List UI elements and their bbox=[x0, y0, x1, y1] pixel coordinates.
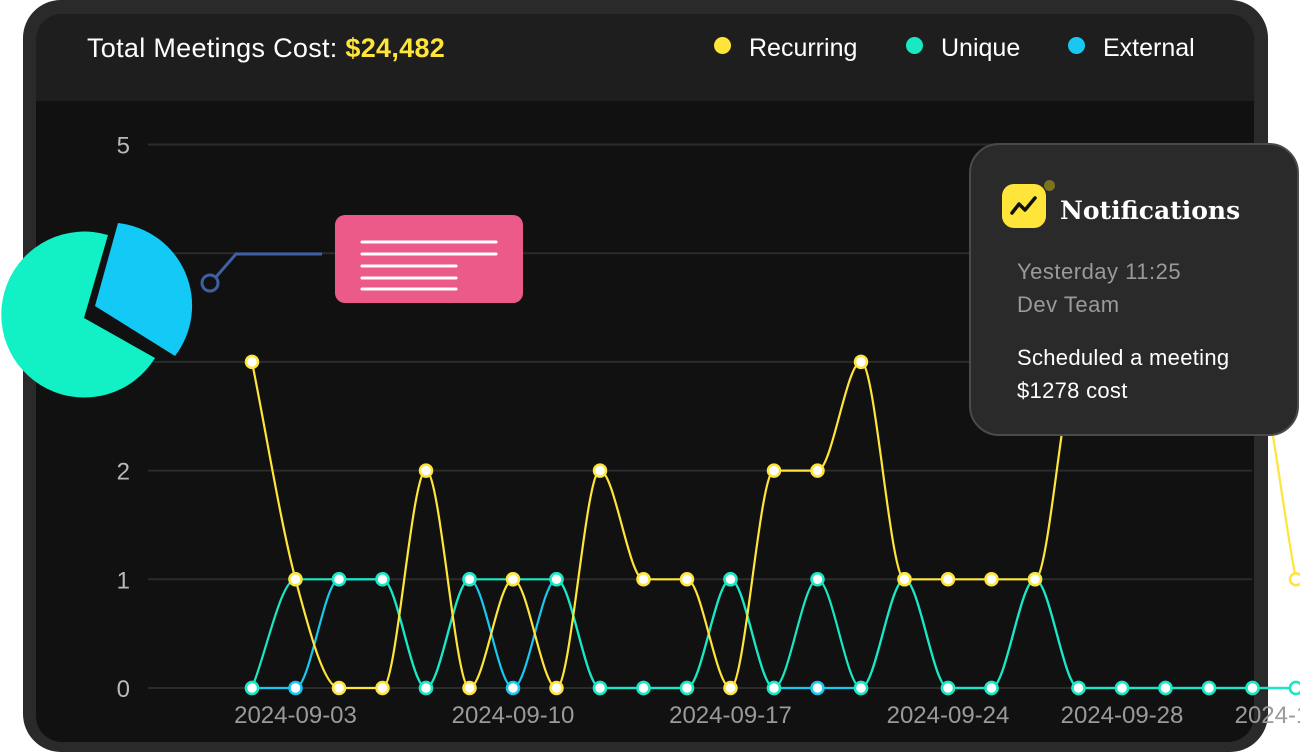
legend-label: Recurring bbox=[749, 34, 858, 62]
connector-line bbox=[214, 252, 322, 278]
notification-card[interactable]: Notifications Yesterday 11:25 Dev Team S… bbox=[969, 143, 1299, 436]
legend-label: Unique bbox=[941, 34, 1021, 62]
data-point-unique bbox=[679, 680, 695, 696]
data-point-recurring bbox=[679, 572, 695, 587]
data-point-external bbox=[288, 680, 303, 696]
legend-item-external[interactable]: External bbox=[1068, 34, 1195, 63]
trend-line-icon bbox=[1002, 184, 1046, 228]
legend-item-unique[interactable]: Unique bbox=[906, 34, 1020, 63]
legend-label: External bbox=[1103, 34, 1195, 62]
legend-dot-icon bbox=[1068, 37, 1085, 54]
data-point-recurring bbox=[723, 680, 738, 696]
decor-text-card bbox=[335, 215, 523, 303]
data-point-recurring bbox=[897, 572, 912, 587]
data-point-recurring bbox=[1288, 572, 1300, 587]
legend-dot-icon bbox=[906, 37, 923, 54]
header-bar: Total Meetings Cost: $24,482 Recurring U… bbox=[36, 14, 1254, 101]
x-tick-label: 2024-09-28 bbox=[1061, 702, 1184, 729]
data-point-recurring bbox=[766, 463, 782, 478]
notification-team: Dev Team bbox=[1017, 292, 1120, 317]
notification-message: Scheduled a meeting bbox=[1017, 345, 1230, 370]
unread-badge-icon bbox=[1044, 180, 1055, 191]
pie-slice-large bbox=[1, 231, 156, 398]
data-point-unique bbox=[549, 572, 564, 587]
y-tick-label: 2 bbox=[117, 459, 130, 486]
data-point-unique bbox=[984, 680, 999, 696]
data-point-recurring bbox=[984, 572, 999, 587]
y-tick-label: 5 bbox=[117, 133, 130, 160]
data-point-unique bbox=[940, 680, 956, 696]
legend-dot-icon bbox=[714, 37, 731, 54]
data-point-unique bbox=[462, 572, 477, 587]
data-point-unique bbox=[636, 680, 651, 696]
notification-time: Yesterday 11:25 bbox=[1017, 259, 1182, 284]
data-point-recurring bbox=[549, 680, 564, 696]
data-point-recurring bbox=[940, 572, 956, 587]
data-point-recurring bbox=[853, 354, 869, 370]
notification-cost: $1278 cost bbox=[1017, 378, 1128, 403]
total-cost-label: Total Meetings Cost: bbox=[87, 33, 338, 63]
data-point-unique bbox=[1201, 680, 1217, 696]
data-point-unique bbox=[1288, 680, 1300, 696]
data-point-unique bbox=[810, 572, 825, 587]
data-point-external bbox=[810, 680, 825, 696]
data-point-unique bbox=[375, 572, 390, 587]
data-point-external bbox=[505, 680, 521, 696]
legend-item-recurring[interactable]: Recurring bbox=[714, 34, 857, 63]
data-point-recurring bbox=[375, 680, 390, 696]
data-point-unique bbox=[853, 680, 869, 696]
y-tick-label: 1 bbox=[117, 567, 130, 594]
connector-node-icon bbox=[200, 273, 220, 293]
decor-text-lines bbox=[360, 240, 498, 291]
y-tick-label: 0 bbox=[117, 676, 130, 703]
data-point-unique bbox=[244, 680, 260, 696]
data-point-recurring bbox=[418, 463, 434, 478]
data-point-unique bbox=[418, 680, 434, 696]
x-tick-label: 2024-09-24 bbox=[887, 702, 1010, 729]
data-point-unique bbox=[592, 680, 608, 696]
data-point-unique bbox=[766, 680, 782, 696]
data-point-recurring bbox=[331, 680, 347, 696]
data-point-unique bbox=[331, 572, 347, 587]
data-point-unique bbox=[1071, 680, 1086, 696]
data-point-recurring bbox=[636, 572, 651, 587]
data-point-recurring bbox=[1027, 572, 1043, 587]
data-point-recurring bbox=[462, 680, 477, 696]
total-cost: Total Meetings Cost: $24,482 bbox=[87, 33, 445, 64]
x-tick-label: 2024-09-10 bbox=[452, 702, 575, 729]
data-point-recurring bbox=[288, 572, 303, 587]
data-point-recurring bbox=[810, 463, 825, 478]
notification-title: Notifications bbox=[1060, 196, 1241, 225]
data-point-unique bbox=[723, 572, 738, 587]
pie-slice-small bbox=[95, 223, 193, 356]
data-point-recurring bbox=[505, 572, 521, 587]
data-point-unique bbox=[1114, 680, 1130, 696]
x-tick-label: 2024-09-03 bbox=[234, 702, 357, 729]
total-cost-value: $24,482 bbox=[345, 33, 446, 63]
data-point-recurring bbox=[592, 463, 608, 478]
x-tick-label: 2024-10-02 bbox=[1235, 702, 1300, 729]
data-point-unique bbox=[1158, 680, 1173, 696]
x-tick-label: 2024-09-17 bbox=[669, 702, 792, 729]
data-point-recurring bbox=[244, 354, 260, 370]
data-point-unique bbox=[1245, 680, 1260, 696]
